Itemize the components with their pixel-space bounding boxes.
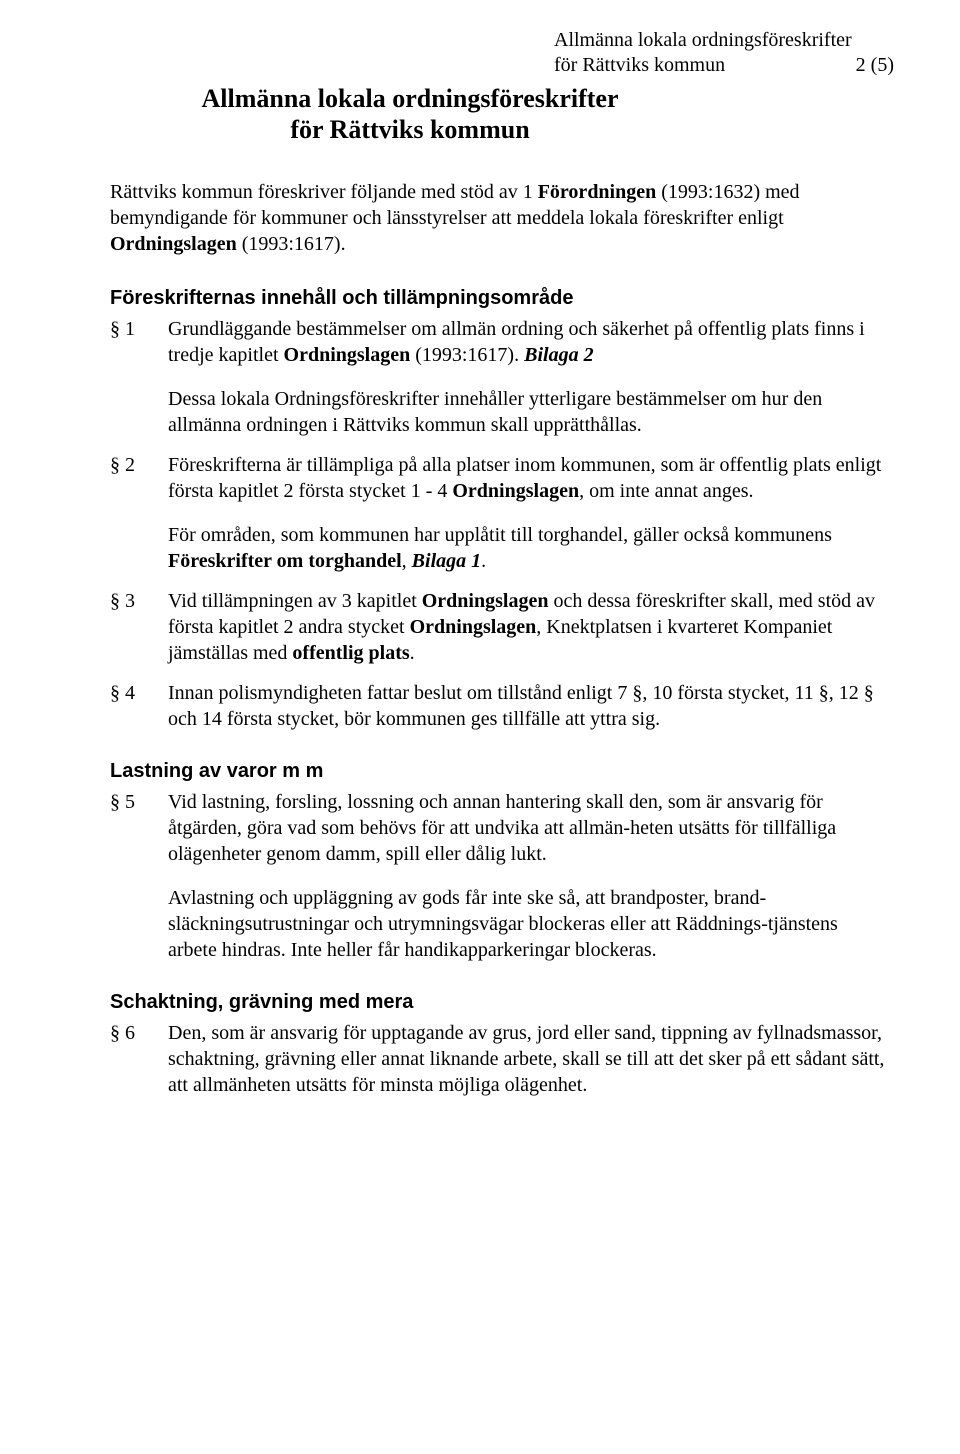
section2-heading: Lastning av varor m m [110,760,890,783]
p2b-text-a: För områden, som kommunen har upplåtit t… [168,524,832,546]
p3-text-g: . [410,642,415,664]
p4-text: Innan polismyndigheten fattar beslut om … [168,680,890,732]
p5-text-2: Avlastning och uppläggning av gods får i… [168,885,890,963]
p4-label: § 4 [110,680,168,706]
p2b-bi-d: Bilaga 1 [412,550,481,572]
paragraph-5: § 5 Vid lastning, forsling, lossning och… [110,789,890,973]
p3-body: Vid tillämpningen av 3 kapitlet Ordnings… [168,588,890,676]
p1-bi-d: Bilaga 2 [524,344,593,366]
p2b-text-c: , [402,550,412,572]
intro-bold-b: Förordningen [538,181,657,203]
page-header: Allmänna lokala ordningsföreskrifter för… [554,28,894,78]
paragraph-2: § 2 Föreskrifterna är tillämpliga på all… [110,452,890,584]
section3-heading: Schaktning, grävning med mera [110,991,890,1014]
p6-text: Den, som är ansvarig för upptagande av g… [168,1020,890,1098]
p3-bold-b: Ordningslagen [422,590,554,612]
p5-label: § 5 [110,789,168,815]
header-line1: Allmänna lokala ordningsföreskrifter [554,28,894,53]
intro-bold-d: Ordningslagen [110,233,242,255]
document-title: Allmänna lokala ordningsföreskrifter för… [0,83,890,145]
p2b-bold-b: Föreskrifter om torghandel [168,550,402,572]
paragraph-6: § 6 Den, som är ansvarig för upptagande … [110,1020,890,1108]
p5-text-1: Vid lastning, forsling, lossning och ann… [168,789,890,867]
p1-text-2: Dessa lokala Ordningsföreskrifter innehå… [168,386,890,438]
p2-bold-b: Ordningslagen [452,480,579,502]
p1-body: Grundläggande bestämmelser om allmän ord… [168,316,890,448]
intro-paragraph: Rättviks kommun föreskriver följande med… [110,179,890,257]
header-line2: för Rättviks kommun 2 (5) [554,53,894,78]
p2-text-c: , om inte annat anges. [579,480,753,502]
p3-bold-f: offentlig plats [292,642,409,664]
paragraph-3: § 3 Vid tillämpningen av 3 kapitlet Ordn… [110,588,890,676]
title-line1: Allmänna lokala ordningsföreskrifter [0,83,890,114]
p5-body: Vid lastning, forsling, lossning och ann… [168,789,890,973]
paragraph-4: § 4 Innan polismyndigheten fattar beslut… [110,680,890,742]
intro-text-e: (1993:1617). [242,233,346,255]
p3-label: § 3 [110,588,168,614]
page-container: Allmänna lokala ordningsföreskrifter för… [0,0,960,1454]
p3-text-a: Vid tillämpningen av 3 kapitlet [168,590,422,612]
p2-body: Föreskrifterna är tillämpliga på alla pl… [168,452,890,584]
p6-label: § 6 [110,1020,168,1046]
paragraph-1: § 1 Grundläggande bestämmelser om allmän… [110,316,890,448]
p6-body: Den, som är ansvarig för upptagande av g… [168,1020,890,1108]
p1-bold-b: Ordningslagen [284,344,416,366]
p2-label: § 2 [110,452,168,478]
header-subtitle: för Rättviks kommun [554,53,725,78]
p1-label: § 1 [110,316,168,342]
title-line2: för Rättviks kommun [0,114,890,145]
section1-heading: Föreskrifternas innehåll och tillämpning… [110,287,890,310]
p3-bold-d: Ordningslagen [410,616,537,638]
p1-text-c: (1993:1617). [415,344,524,366]
page-number: 2 (5) [856,53,894,78]
p4-body: Innan polismyndigheten fattar beslut om … [168,680,890,742]
p2b-text-e: . [481,550,486,572]
intro-text-a: Rättviks kommun föreskriver följande med… [110,181,538,203]
